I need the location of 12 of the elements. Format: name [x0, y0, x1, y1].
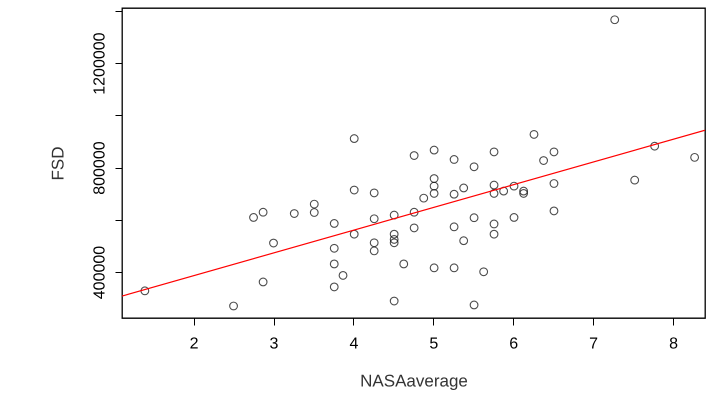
- x-tick-label: 7: [589, 336, 598, 352]
- x-tick-label: 5: [429, 336, 438, 352]
- y-axis-title: FSD: [48, 146, 68, 180]
- x-tick-label: 3: [270, 336, 279, 352]
- y-tick-label: 1200000: [92, 32, 108, 95]
- y-tick-label: 800000: [92, 141, 108, 195]
- y-tick-label: 400000: [92, 246, 108, 300]
- x-tick-label: 4: [349, 336, 358, 352]
- x-tick-label: 2: [190, 336, 199, 352]
- x-tick-label: 6: [509, 336, 518, 352]
- x-tick-label: 8: [669, 336, 678, 352]
- x-axis-title: NASAaverage: [360, 372, 468, 390]
